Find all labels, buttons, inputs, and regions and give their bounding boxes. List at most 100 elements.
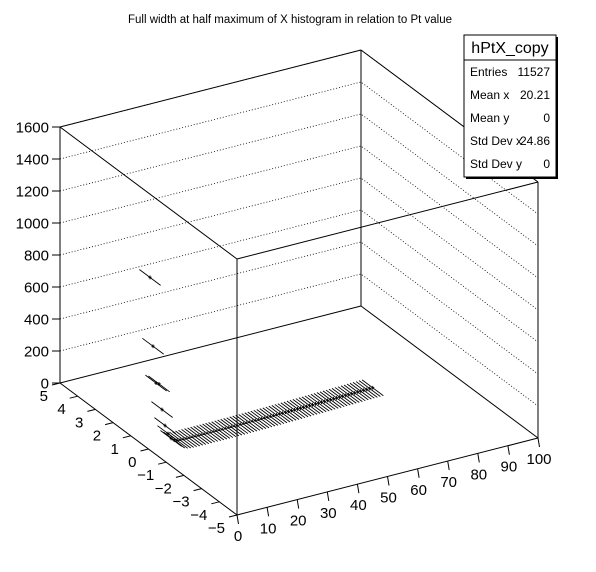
stats-row-name: Entries xyxy=(470,65,507,79)
data-point xyxy=(190,426,213,444)
stats-row-value: 11527 xyxy=(518,65,551,79)
data-point xyxy=(256,409,279,426)
data-point xyxy=(223,418,246,435)
data-point xyxy=(286,400,309,418)
data-point xyxy=(301,396,324,414)
z-tick-label: 1200 xyxy=(16,184,49,201)
stats-row-value: 24.86 xyxy=(520,134,550,148)
y-tick-label: −4 xyxy=(190,507,207,524)
stats-row-name: Std Dev x xyxy=(470,134,522,148)
stats-row-value: 20.21 xyxy=(520,88,550,102)
z-tick-label: 800 xyxy=(24,248,49,265)
data-point xyxy=(310,393,333,411)
data-point xyxy=(247,411,270,429)
data-point xyxy=(304,395,327,413)
box-edge xyxy=(59,305,362,384)
data-point xyxy=(307,394,330,412)
data-point xyxy=(319,391,342,408)
data-point xyxy=(238,414,261,431)
x-tick-label: 30 xyxy=(320,505,337,522)
data-point xyxy=(145,374,167,392)
data-point xyxy=(274,404,297,421)
box-edge xyxy=(59,126,238,260)
data-point xyxy=(196,425,219,442)
y-tick-mark xyxy=(193,488,202,492)
z-tick-label: 600 xyxy=(24,280,49,297)
stats-row-value: 0 xyxy=(543,157,550,171)
data-points xyxy=(139,269,384,449)
stats-row-name: Mean x xyxy=(470,88,509,102)
axis-box xyxy=(59,49,539,516)
y-tick-label: −3 xyxy=(172,494,189,511)
grid-line xyxy=(59,273,539,407)
y-tick-label: −2 xyxy=(155,480,172,497)
x-tick-mark xyxy=(296,499,300,509)
data-point xyxy=(298,397,321,414)
data-point xyxy=(244,412,267,429)
x-tick-mark xyxy=(537,437,540,448)
z-tick-label: 0 xyxy=(41,376,49,393)
stats-title: hPtX_copy xyxy=(471,40,548,57)
data-point xyxy=(328,388,351,406)
x-tick-label: 0 xyxy=(234,528,242,545)
x-tick-mark xyxy=(326,491,330,501)
data-point xyxy=(295,398,318,415)
data-point xyxy=(202,423,225,441)
data-point xyxy=(217,419,240,437)
y-tick-mark xyxy=(69,395,78,399)
x-tick-label: 20 xyxy=(290,513,307,530)
data-point xyxy=(289,399,312,417)
y-tick-label: 3 xyxy=(75,414,83,431)
y-tick-mark xyxy=(228,514,238,518)
z-tick-label: 200 xyxy=(24,344,49,361)
x-tick-label: 80 xyxy=(470,466,487,483)
x-tick-label: 90 xyxy=(501,459,518,476)
y-tick-mark xyxy=(158,461,167,465)
y-tick-label: 2 xyxy=(93,428,101,445)
data-point xyxy=(235,414,258,432)
y-tick-label: 0 xyxy=(128,454,136,471)
x-tick-label: 10 xyxy=(260,520,277,537)
data-point xyxy=(280,402,303,419)
data-point xyxy=(151,401,173,418)
data-point xyxy=(250,410,273,428)
data-point xyxy=(220,418,243,436)
data-point xyxy=(148,375,170,393)
data-point xyxy=(352,381,375,399)
data-point xyxy=(241,413,264,430)
data-point xyxy=(337,386,360,403)
data-point xyxy=(163,431,185,449)
data-point xyxy=(226,417,249,434)
data-point xyxy=(232,415,255,433)
y-tick-label: 5 xyxy=(40,388,48,405)
data-point xyxy=(166,432,188,449)
z-tick-label: 1600 xyxy=(16,120,49,137)
z-tick-label: 400 xyxy=(24,312,49,329)
x-tick-mark xyxy=(447,461,450,471)
chart-title: Full width at half maximum of X histogra… xyxy=(128,14,452,26)
data-point xyxy=(178,429,201,447)
data-point xyxy=(259,408,282,425)
data-point xyxy=(316,392,339,409)
z-tick-label: 1400 xyxy=(16,152,49,169)
data-point xyxy=(229,416,252,433)
x-tick-mark xyxy=(477,453,480,463)
data-point xyxy=(193,425,216,443)
box-edge xyxy=(236,181,539,260)
x-tick-label: 70 xyxy=(440,474,457,491)
box-edge xyxy=(59,49,362,128)
data-point xyxy=(346,383,369,401)
data-point xyxy=(187,427,210,445)
y-tick-mark xyxy=(87,408,96,412)
data-point xyxy=(331,388,354,405)
data-point xyxy=(325,389,348,407)
x-tick-label: 60 xyxy=(410,482,427,499)
data-point xyxy=(214,420,237,438)
box-edge xyxy=(360,305,539,439)
x-tick-mark xyxy=(266,507,270,517)
y-tick-label: −5 xyxy=(208,520,225,537)
x-tick-mark xyxy=(507,445,510,455)
data-point xyxy=(139,269,161,286)
data-point xyxy=(268,405,291,423)
z-tick-label: 1000 xyxy=(16,216,49,233)
